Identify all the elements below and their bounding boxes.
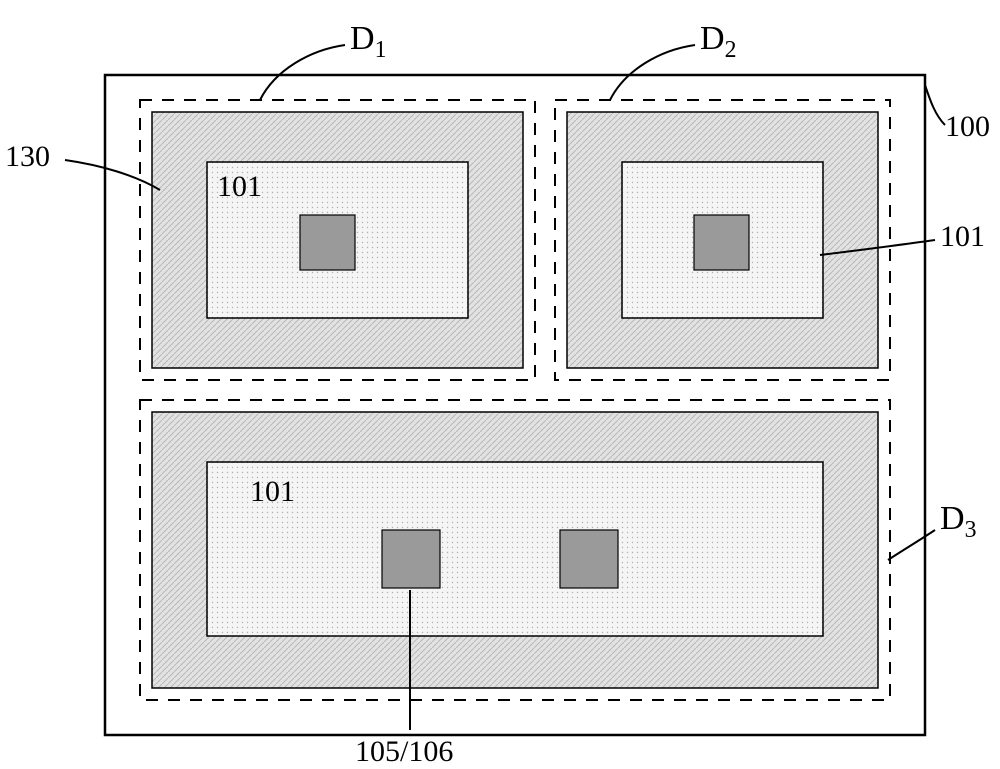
label-D1: D1 — [350, 20, 386, 64]
label-D2: D2 — [700, 20, 736, 64]
leader-D3 — [888, 530, 935, 560]
diagram-stage: D1D2D3100130101101101105/106 — [0, 0, 1000, 766]
region-D3-inner-101 — [207, 462, 823, 636]
label-D3-sub: 3 — [965, 517, 977, 543]
leader-100 — [925, 85, 945, 125]
label-D2-sub: 2 — [725, 37, 737, 63]
region-D2-square-0 — [694, 215, 749, 270]
region-D1-outer-130 — [152, 112, 523, 368]
label-D2-main: D — [700, 20, 725, 57]
label-100: 100 — [945, 110, 990, 144]
label-D3: D3 — [940, 500, 976, 544]
leader-D2 — [610, 45, 695, 100]
region-D3-square-1 — [560, 530, 618, 588]
region-D3-square-0 — [382, 530, 440, 588]
region-D1-square-0 — [300, 215, 355, 270]
label-D3-main: D — [940, 500, 965, 537]
leader-101a — [820, 240, 935, 255]
region-D3-dashed — [140, 400, 890, 700]
label-101-d3: 101 — [250, 475, 295, 509]
label-101-d1: 101 — [217, 170, 262, 204]
region-D2-dashed — [555, 100, 890, 380]
label-105-106: 105/106 — [355, 735, 453, 769]
svg-overlay — [0, 0, 1000, 766]
region-D1-dashed — [140, 100, 535, 380]
label-D1-sub: 1 — [375, 37, 387, 63]
leader-130 — [65, 160, 160, 190]
region-D2-inner-101 — [622, 162, 823, 318]
label-D1-main: D — [350, 20, 375, 57]
label-101-right: 101 — [940, 220, 985, 254]
label-130: 130 — [5, 140, 50, 174]
region-D2-outer-130 — [567, 112, 878, 368]
region-D3-outer-130 — [152, 412, 878, 688]
leader-D1 — [260, 45, 345, 100]
